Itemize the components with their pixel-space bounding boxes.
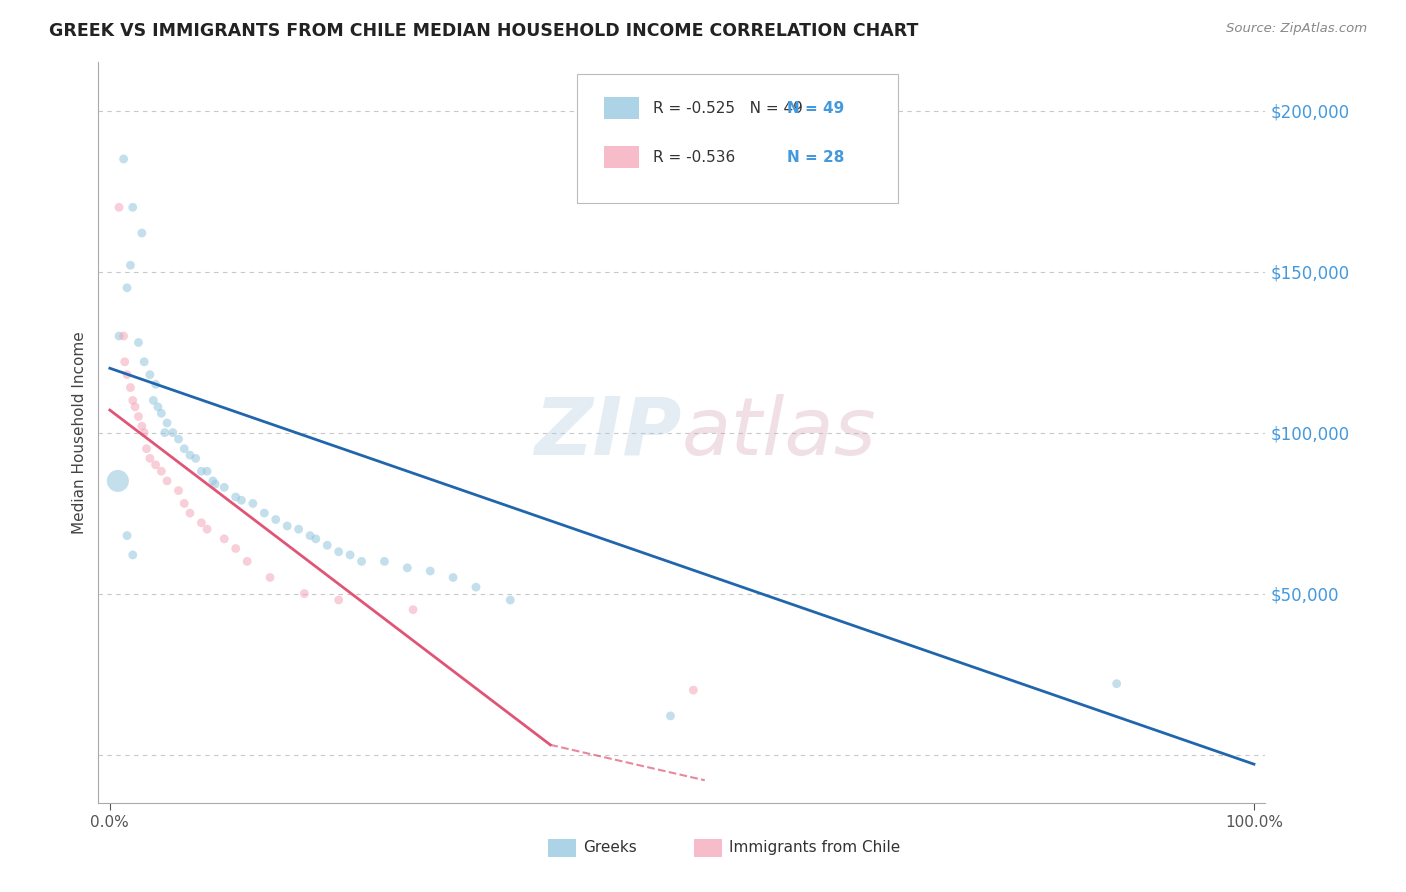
Point <box>142 393 165 408</box>
Point <box>121 548 143 562</box>
Point <box>184 451 207 466</box>
Y-axis label: Median Household Income: Median Household Income <box>72 331 87 534</box>
Point <box>682 683 704 698</box>
Point <box>124 400 146 414</box>
Point <box>121 393 143 408</box>
Point <box>214 480 236 494</box>
Text: R = -0.525   N = 49: R = -0.525 N = 49 <box>652 101 803 116</box>
Text: Source: ZipAtlas.com: Source: ZipAtlas.com <box>1226 22 1367 36</box>
Point <box>201 474 224 488</box>
Point <box>153 425 176 440</box>
Point <box>441 570 464 584</box>
Point <box>419 564 441 578</box>
Point <box>328 593 350 607</box>
Point <box>339 548 361 562</box>
Point <box>146 400 169 414</box>
Text: atlas: atlas <box>682 393 877 472</box>
Text: Immigrants from Chile: Immigrants from Chile <box>728 840 900 855</box>
Point <box>134 355 156 369</box>
Point <box>121 200 143 214</box>
Point <box>167 483 190 498</box>
Point <box>276 519 298 533</box>
Point <box>231 493 253 508</box>
Point <box>465 580 488 594</box>
Point <box>120 380 142 394</box>
Point <box>150 406 173 420</box>
Point <box>242 496 264 510</box>
FancyBboxPatch shape <box>576 73 898 203</box>
Point <box>179 448 201 462</box>
Point <box>402 602 425 616</box>
Point <box>225 490 247 504</box>
Point <box>396 561 419 575</box>
Point <box>236 554 259 568</box>
Point <box>150 464 173 478</box>
Point <box>167 432 190 446</box>
Text: N = 28: N = 28 <box>787 150 845 165</box>
Point <box>292 586 315 600</box>
Point <box>287 522 309 536</box>
Point <box>195 464 218 478</box>
FancyBboxPatch shape <box>548 839 575 857</box>
Point <box>173 496 195 510</box>
Point <box>112 152 135 166</box>
Point <box>145 458 167 472</box>
Point <box>114 355 136 369</box>
Point <box>179 506 201 520</box>
Point <box>299 528 322 542</box>
Point <box>145 377 167 392</box>
Point <box>162 425 184 440</box>
Point <box>225 541 247 556</box>
Point <box>253 506 276 520</box>
Text: R = -0.536: R = -0.536 <box>652 150 735 165</box>
Point <box>131 419 153 434</box>
Point <box>204 477 226 491</box>
Point <box>316 538 339 552</box>
Text: GREEK VS IMMIGRANTS FROM CHILE MEDIAN HOUSEHOLD INCOME CORRELATION CHART: GREEK VS IMMIGRANTS FROM CHILE MEDIAN HO… <box>49 22 918 40</box>
Text: Greeks: Greeks <box>582 840 637 855</box>
Point <box>156 474 179 488</box>
Point <box>135 442 157 456</box>
Point <box>195 522 218 536</box>
Point <box>350 554 373 568</box>
Point <box>328 545 350 559</box>
Point <box>127 409 149 424</box>
Point <box>305 532 328 546</box>
Point <box>190 516 212 530</box>
Point <box>264 512 287 526</box>
FancyBboxPatch shape <box>693 839 721 857</box>
Point <box>115 368 138 382</box>
Point <box>156 416 179 430</box>
Point <box>173 442 195 456</box>
Point <box>190 464 212 478</box>
Point <box>115 281 138 295</box>
Point <box>139 451 162 466</box>
Point <box>134 425 156 440</box>
Point <box>107 474 129 488</box>
Point <box>115 528 138 542</box>
Point <box>131 226 153 240</box>
Point <box>108 329 131 343</box>
FancyBboxPatch shape <box>603 97 638 120</box>
Text: ZIP: ZIP <box>534 393 682 472</box>
Text: N = 49: N = 49 <box>787 101 844 116</box>
Point <box>1105 676 1128 690</box>
FancyBboxPatch shape <box>603 146 638 169</box>
Point <box>214 532 236 546</box>
Point <box>112 329 135 343</box>
Point <box>659 709 682 723</box>
Point <box>120 258 142 272</box>
Point <box>139 368 162 382</box>
Point <box>373 554 395 568</box>
Point <box>259 570 281 584</box>
Point <box>499 593 522 607</box>
Point <box>127 335 149 350</box>
Point <box>108 200 131 214</box>
